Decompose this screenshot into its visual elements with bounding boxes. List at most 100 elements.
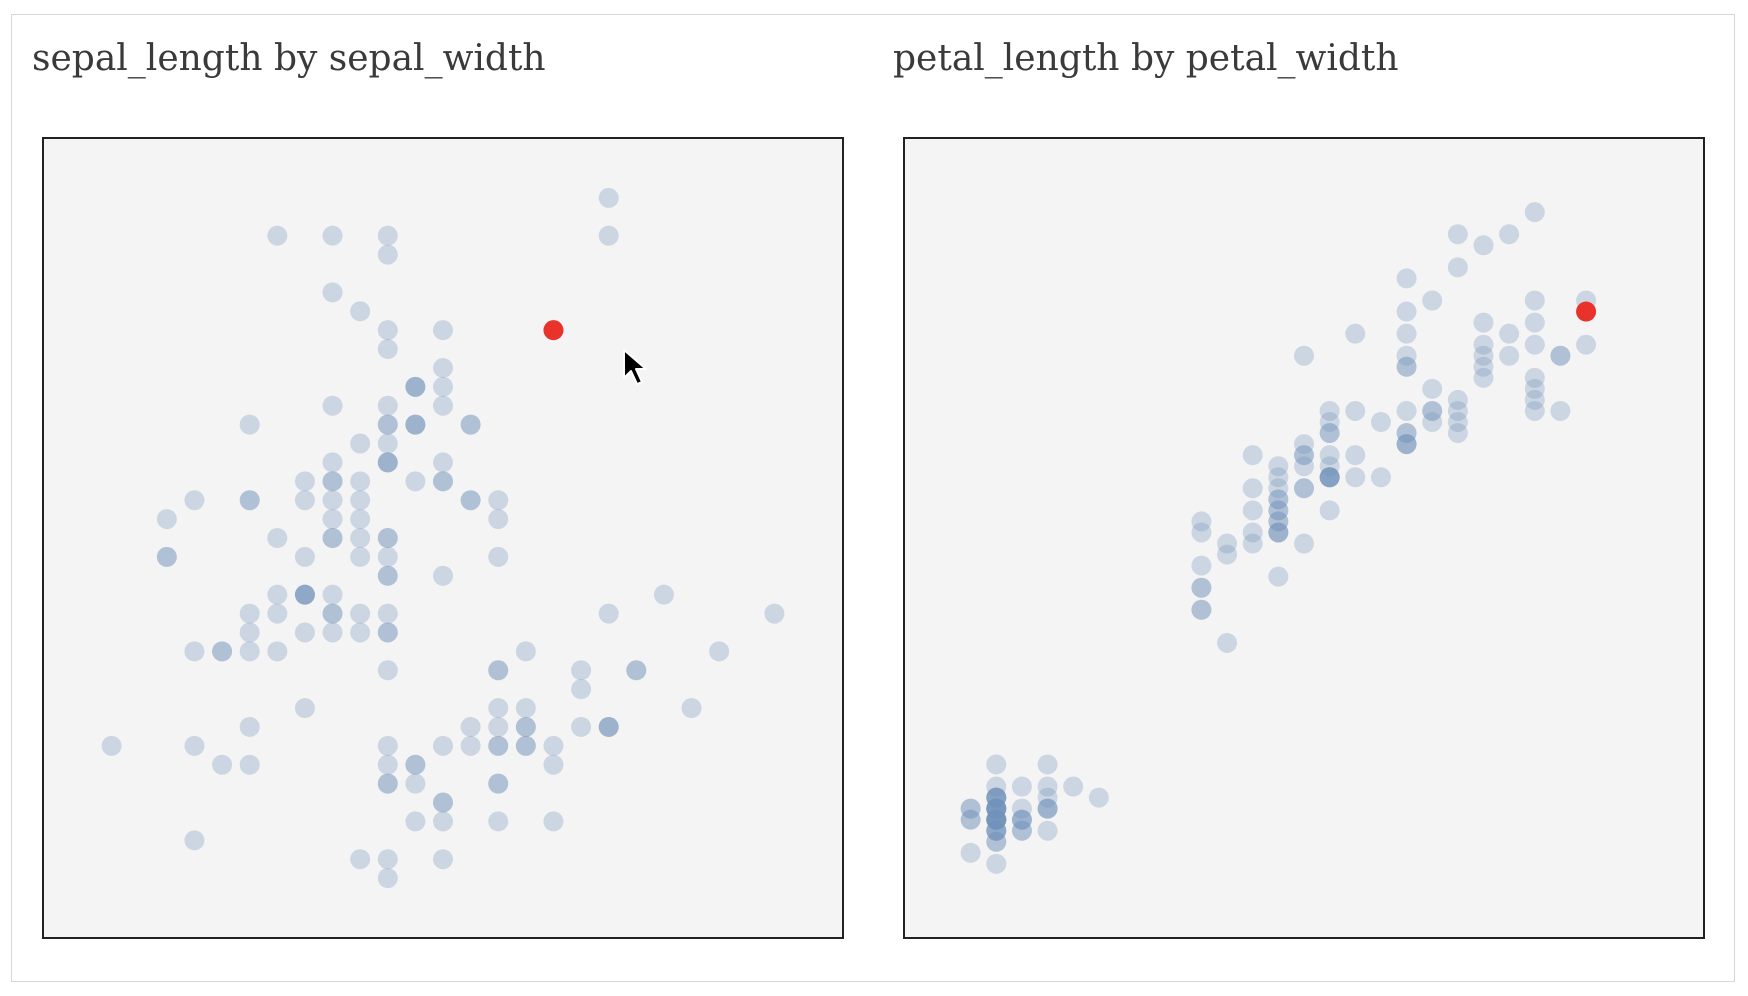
data-point[interactable] [986,809,1007,830]
data-point[interactable] [515,641,536,662]
data-point[interactable] [1268,522,1289,543]
data-point[interactable] [267,603,288,624]
data-point[interactable] [322,452,343,473]
data-point[interactable] [1319,467,1340,488]
data-point[interactable] [1550,400,1571,421]
data-point[interactable] [294,622,315,643]
data-point[interactable] [681,698,702,719]
data-point[interactable] [1294,445,1314,466]
data-point[interactable] [986,820,1007,841]
data-point[interactable] [488,509,509,530]
data-point[interactable] [267,225,288,246]
data-point[interactable] [986,809,1007,830]
data-point[interactable] [1396,356,1417,377]
data-point[interactable] [239,622,260,643]
data-point[interactable] [1396,301,1417,322]
data-point[interactable] [1217,632,1238,653]
data-point[interactable] [1011,820,1032,841]
data-point[interactable] [1422,290,1443,311]
data-point[interactable] [1396,423,1417,444]
data-point[interactable] [986,809,1007,830]
data-point[interactable] [986,798,1007,819]
data-point[interactable] [350,301,371,322]
data-point[interactable] [1473,334,1494,355]
data-point[interactable] [1268,566,1289,587]
data-point[interactable] [986,809,1007,830]
data-point[interactable] [294,471,315,492]
data-point[interactable] [571,679,592,700]
data-point[interactable] [377,546,398,567]
data-point[interactable] [986,831,1007,852]
data-point[interactable] [322,471,343,492]
data-point[interactable] [1396,434,1417,455]
data-point[interactable] [1319,467,1340,488]
data-point[interactable] [960,798,981,819]
data-point[interactable] [488,546,509,567]
data-point[interactable] [1268,500,1289,521]
data-point[interactable] [377,414,398,435]
data-point[interactable] [488,773,509,794]
data-point[interactable] [488,773,509,794]
data-point[interactable] [322,584,343,605]
data-point[interactable] [156,509,177,530]
data-point[interactable] [626,660,647,681]
data-point[interactable] [1268,467,1289,488]
data-point[interactable] [488,660,509,681]
data-point[interactable] [1268,489,1289,510]
data-point[interactable] [1524,378,1545,399]
data-point[interactable] [1191,555,1212,576]
data-point[interactable] [156,546,177,567]
data-point[interactable] [764,603,785,624]
data-point[interactable] [460,414,481,435]
data-point[interactable] [433,320,453,341]
data-point[interactable] [350,528,371,548]
data-point[interactable] [433,792,453,813]
data-point[interactable] [433,471,453,492]
data-point[interactable] [377,528,398,548]
data-point[interactable] [377,339,398,360]
data-point[interactable] [377,603,398,624]
data-point[interactable] [960,798,981,819]
data-point[interactable] [1499,323,1520,344]
data-point[interactable] [986,809,1007,830]
data-point[interactable] [433,376,453,397]
data-point[interactable] [322,225,343,246]
data-point[interactable] [1396,434,1417,455]
data-point[interactable] [433,452,453,473]
data-point[interactable] [1268,500,1289,521]
data-point[interactable] [986,787,1007,808]
data-point[interactable] [294,584,315,605]
data-point[interactable] [294,698,315,719]
data-point[interactable] [322,395,343,416]
data-point[interactable] [1294,345,1314,366]
data-point[interactable] [377,452,398,473]
data-point[interactable] [377,225,398,246]
data-point[interactable] [1319,467,1340,488]
data-point[interactable] [1345,445,1366,466]
data-point[interactable] [1011,798,1032,819]
data-point[interactable] [350,546,371,567]
data-point[interactable] [267,528,288,548]
data-point[interactable] [986,798,1007,819]
data-point[interactable] [322,509,343,530]
data-point[interactable] [1191,599,1212,620]
data-point[interactable] [1037,798,1058,819]
data-point[interactable] [1396,356,1417,377]
data-point[interactable] [405,471,426,492]
data-point[interactable] [322,528,343,548]
data-point[interactable] [488,735,509,756]
data-point[interactable] [433,792,453,813]
data-point[interactable] [986,798,1007,819]
data-point[interactable] [239,603,260,624]
data-point[interactable] [294,584,315,605]
data-point[interactable] [1268,511,1289,532]
data-point[interactable] [184,735,205,756]
data-point[interactable] [1011,809,1032,830]
data-point[interactable] [377,452,398,473]
scatter-plot-sepal[interactable] [42,137,844,939]
data-point[interactable] [515,716,536,737]
scatter-plot-petal[interactable] [903,137,1705,939]
data-point[interactable] [1422,400,1443,421]
data-point[interactable] [460,490,481,511]
data-point[interactable] [1217,544,1238,565]
